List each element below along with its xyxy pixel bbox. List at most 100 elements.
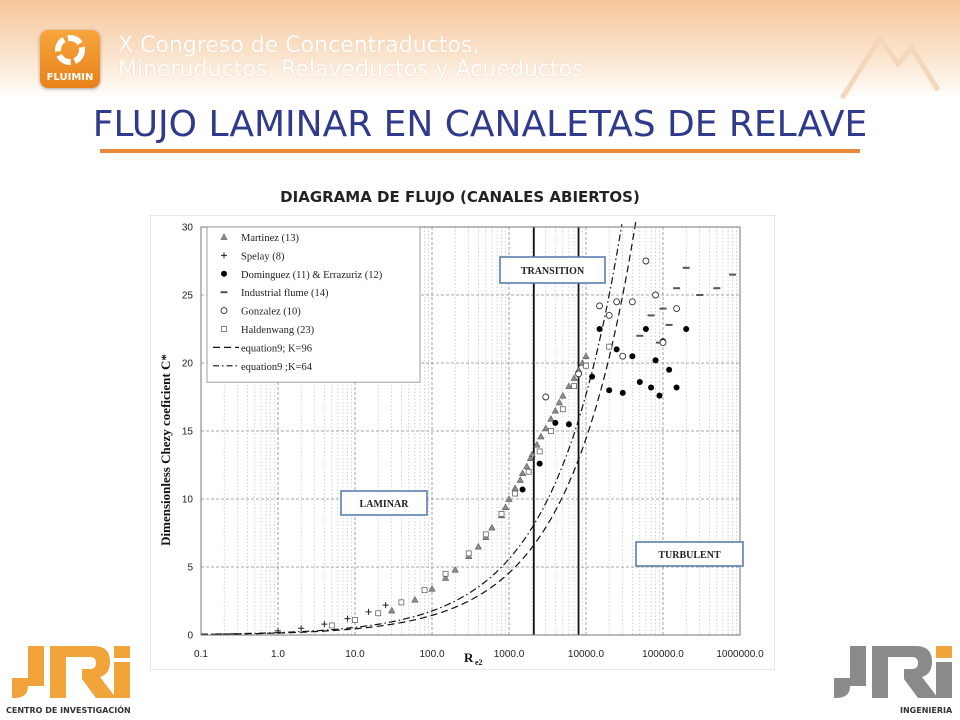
triangle-marker [537,432,545,440]
jri-logo-right [834,646,952,698]
triangle-marker [542,424,550,432]
triangle-marker [388,606,396,614]
triangle-marker [555,398,563,406]
circle-marker [220,307,228,315]
dot-marker [619,389,626,396]
x-tick-label: 1000000.0 [716,649,764,660]
y-tick-label: 0 [187,631,193,642]
dot-marker [221,270,227,277]
square-marker [398,599,405,606]
triangle-marker [570,374,578,381]
legend-box [206,226,421,383]
circle-marker [619,352,627,360]
x-tick-label: 10.0 [345,649,365,660]
logo-label: FLUIMIN [46,72,94,83]
y-axis-label: Dimensionless Chezy coeficient C* [158,354,173,546]
triangle-marker [526,454,535,462]
legend-entry: Martinez (13) [241,233,300,244]
circle-marker [542,393,550,401]
dash-marker [659,307,667,310]
square-marker [512,490,518,497]
triangle-marker [518,469,527,476]
plus-marker [365,608,372,615]
circle-marker [642,257,650,265]
dash-marker [647,314,655,317]
square-marker [498,511,505,517]
legend-entry: equation9 ;K=64 [241,362,313,373]
region-label: LAMINAR [360,499,410,510]
triangle-marker [505,495,513,502]
dot-marker [648,384,655,391]
jri-logo-left [12,646,130,698]
circle-marker [652,291,659,299]
triangle-marker [551,406,559,414]
congress-line-1: X Congreso de Concentraductos, [118,33,480,58]
mountain-logo-icon [840,33,940,100]
square-marker [559,406,566,413]
x-axis-label-sub: e2 [475,658,483,667]
title-underline [100,149,860,153]
dot-marker [552,419,559,426]
legend-entry: Haldenwang (23) [241,325,315,336]
dash-marker [729,273,737,276]
x-axis-label: R e2 [464,650,483,667]
equation-curve-k64 [201,224,623,635]
header-band [0,0,960,100]
dot-marker [589,373,596,380]
jri-right-caption: INGENIERIA [900,706,953,715]
triangle-marker [533,440,541,448]
y-tick-label: 15 [182,427,194,438]
triangle-marker [488,523,496,531]
legend-entry: Gonzalez (10) [241,307,301,318]
square-marker [606,343,613,350]
page-title: FLUJO LAMINAR EN CANALETAS DE RELAVE [92,104,868,145]
dot-marker [565,421,572,428]
triangle-marker [411,595,419,603]
dash-marker [655,341,663,344]
x-tick-label: 100.0 [419,649,444,660]
region-labels: TRANSITION LAMINAR TURBULENT [340,256,744,567]
dot-marker [596,326,603,332]
triangle-marker [474,542,482,550]
chart-axes: 0.1 1.0 10.0 100.0 1000.0 10000.0 100000.0 1000… [182,223,764,661]
region-label-box [635,541,744,567]
dot-marker [642,326,649,332]
plus-marker [344,615,351,622]
triangle-marker [565,382,573,389]
flow-diagram-chart: 0.1 1.0 10.0 100.0 1000.0 10000.0 100000.0 1000… [150,215,775,670]
plus-marker [321,621,328,628]
chart-legend: Martinez (13) Spelay (8) Dominguez (11) & … [206,226,421,383]
region-label: TRANSITION [521,266,585,277]
square-marker [442,570,449,577]
dot-marker [606,387,613,394]
region-label-box [340,490,428,516]
x-tick-label: 10000.0 [568,649,605,660]
triangle-marker [428,585,436,592]
dot-marker [636,379,643,386]
region-label: TURBULENT [658,550,721,561]
congress-line-2: Mineruductos, Relaveductos y Acueductos [118,57,584,82]
plus-marker [298,625,305,632]
circle-marker [605,311,613,319]
x-tick-label: 1.0 [271,649,285,660]
equation-curves [201,218,637,635]
circle-marker [575,370,582,378]
triangle-marker [547,415,555,422]
square-marker [536,448,543,455]
plus-marker [382,602,389,609]
square-marker [571,383,577,390]
circle-marker [596,302,604,310]
square-marker [421,587,428,594]
dot-marker [652,357,659,364]
x-tick-label: 1000.0 [494,649,525,660]
triangle-marker [220,233,228,240]
triangle-marker [528,450,536,457]
square-marker [547,428,554,434]
legend-entry: Spelay (8) [241,251,285,262]
triangle-marker [451,566,459,573]
square-marker [352,617,358,623]
y-tick-label: 25 [182,291,194,302]
dot-marker [683,326,690,332]
dot-marker [656,392,663,399]
square-marker [583,362,589,369]
